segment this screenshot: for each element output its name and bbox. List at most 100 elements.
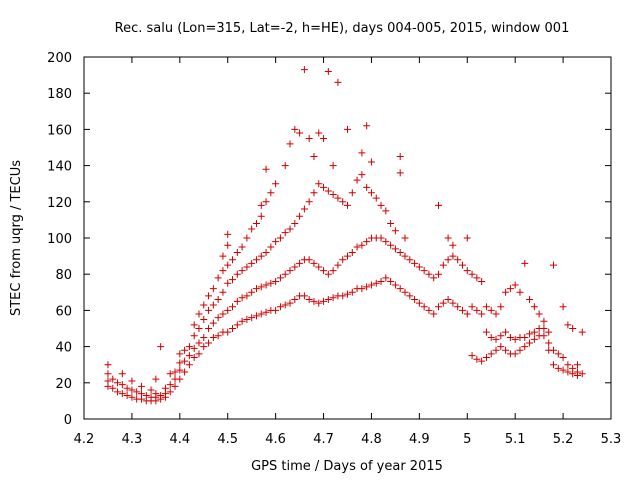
data-point-plus <box>367 281 375 289</box>
data-point-plus <box>444 234 452 242</box>
data-point-plus <box>454 256 462 264</box>
data-point-plus <box>224 261 232 269</box>
data-point-plus <box>506 285 514 293</box>
data-point-plus <box>243 315 251 323</box>
data-point-plus <box>540 325 548 332</box>
data-point-plus <box>190 332 198 340</box>
data-point-plus <box>229 303 237 311</box>
y-tick-label: 0 <box>64 413 72 428</box>
data-point-plus <box>411 259 419 267</box>
data-point-plus <box>487 334 495 342</box>
data-point-plus <box>344 201 351 209</box>
y-tick-label: 180 <box>47 87 72 102</box>
data-point-plus <box>166 388 174 396</box>
data-point-plus <box>420 267 428 275</box>
y-axis-ticks: 0 20 40 60 80 100 120 140 160 180 200 <box>47 51 611 428</box>
data-point-plus <box>497 332 505 340</box>
data-point-plus <box>267 279 275 287</box>
data-point-plus <box>502 328 510 336</box>
data-point-plus <box>291 296 299 304</box>
data-point-plus <box>415 263 423 271</box>
data-point-plus <box>554 350 562 358</box>
data-point-plus <box>344 290 351 298</box>
data-point-plus <box>200 315 208 323</box>
data-point-plus <box>219 310 227 318</box>
data-point-plus <box>176 366 184 374</box>
data-point-plus <box>550 261 558 269</box>
data-point-plus <box>181 357 189 365</box>
data-point-plus <box>195 350 203 358</box>
data-point-plus <box>248 259 256 267</box>
data-point-plus <box>367 158 375 166</box>
x-tick-label: 4.2 <box>74 432 95 447</box>
data-point-plus <box>219 252 227 260</box>
data-point-plus <box>195 339 203 347</box>
data-point-plus <box>559 353 567 361</box>
data-point-plus <box>209 301 217 309</box>
data-point-plus <box>396 285 404 293</box>
data-point-plus <box>128 377 136 385</box>
data-point-plus <box>415 299 423 307</box>
data-point-plus <box>118 390 126 398</box>
data-point-plus <box>104 361 112 369</box>
data-point-plus <box>526 330 534 338</box>
data-point-plus <box>387 241 395 249</box>
data-point-plus <box>329 162 337 170</box>
data-point-plus <box>435 201 443 209</box>
data-point-plus <box>190 344 198 352</box>
data-point-plus <box>406 292 414 300</box>
data-point-plus <box>482 353 490 361</box>
data-point-plus <box>305 198 313 206</box>
data-point-plus <box>320 297 328 305</box>
data-point-plus <box>377 277 385 285</box>
data-point-plus <box>286 299 294 307</box>
data-point-plus <box>401 252 409 260</box>
data-point-plus <box>478 357 486 365</box>
data-point-plus <box>449 241 457 249</box>
data-point-plus <box>176 359 184 367</box>
data-point-plus <box>353 176 361 184</box>
data-point-plus <box>214 332 222 340</box>
x-axis-label: GPS time / Days of year 2015 <box>251 459 443 474</box>
data-point-plus <box>334 194 342 202</box>
data-point-plus <box>382 207 390 215</box>
data-point-plus <box>114 379 122 387</box>
data-point-plus <box>133 388 141 396</box>
data-point-plus <box>281 270 289 278</box>
data-point-plus <box>463 310 471 318</box>
data-point-plus <box>286 140 294 148</box>
data-point-plus <box>401 234 409 242</box>
data-point-plus <box>185 343 193 351</box>
data-point-plus <box>401 288 409 296</box>
data-point-plus <box>363 183 371 191</box>
data-point-plus <box>492 346 500 354</box>
data-point-plus <box>506 334 514 342</box>
data-point-plus <box>195 325 203 332</box>
data-point-plus <box>511 350 519 358</box>
data-point-plus <box>315 299 323 307</box>
data-point-plus <box>353 243 361 251</box>
data-point-plus <box>185 361 193 369</box>
data-point-plus <box>267 189 275 197</box>
data-point-plus <box>296 129 304 137</box>
y-tick-label: 40 <box>55 341 72 356</box>
data-point-plus <box>348 288 356 296</box>
data-point-plus <box>214 314 222 322</box>
data-point-plus <box>305 296 313 304</box>
data-point-plus <box>564 368 572 376</box>
data-point-plus <box>559 303 567 311</box>
data-point-plus <box>176 375 184 383</box>
data-point-plus <box>559 366 567 374</box>
data-point-plus <box>367 189 375 197</box>
x-tick-label: 4.9 <box>409 432 430 447</box>
chart-title: Rec. salu (Lon=315, Lat=-2, h=HE), days … <box>115 21 570 36</box>
data-point-plus <box>205 306 213 314</box>
y-tick-label: 140 <box>47 160 72 175</box>
data-point-plus <box>449 252 457 260</box>
data-point-plus <box>224 279 232 287</box>
data-point-plus <box>267 243 275 251</box>
data-point-plus <box>233 321 241 329</box>
data-point-plus <box>229 325 237 332</box>
data-point-plus <box>516 346 524 354</box>
y-axis-label: STEC from uqrg / TECUs <box>9 160 24 316</box>
